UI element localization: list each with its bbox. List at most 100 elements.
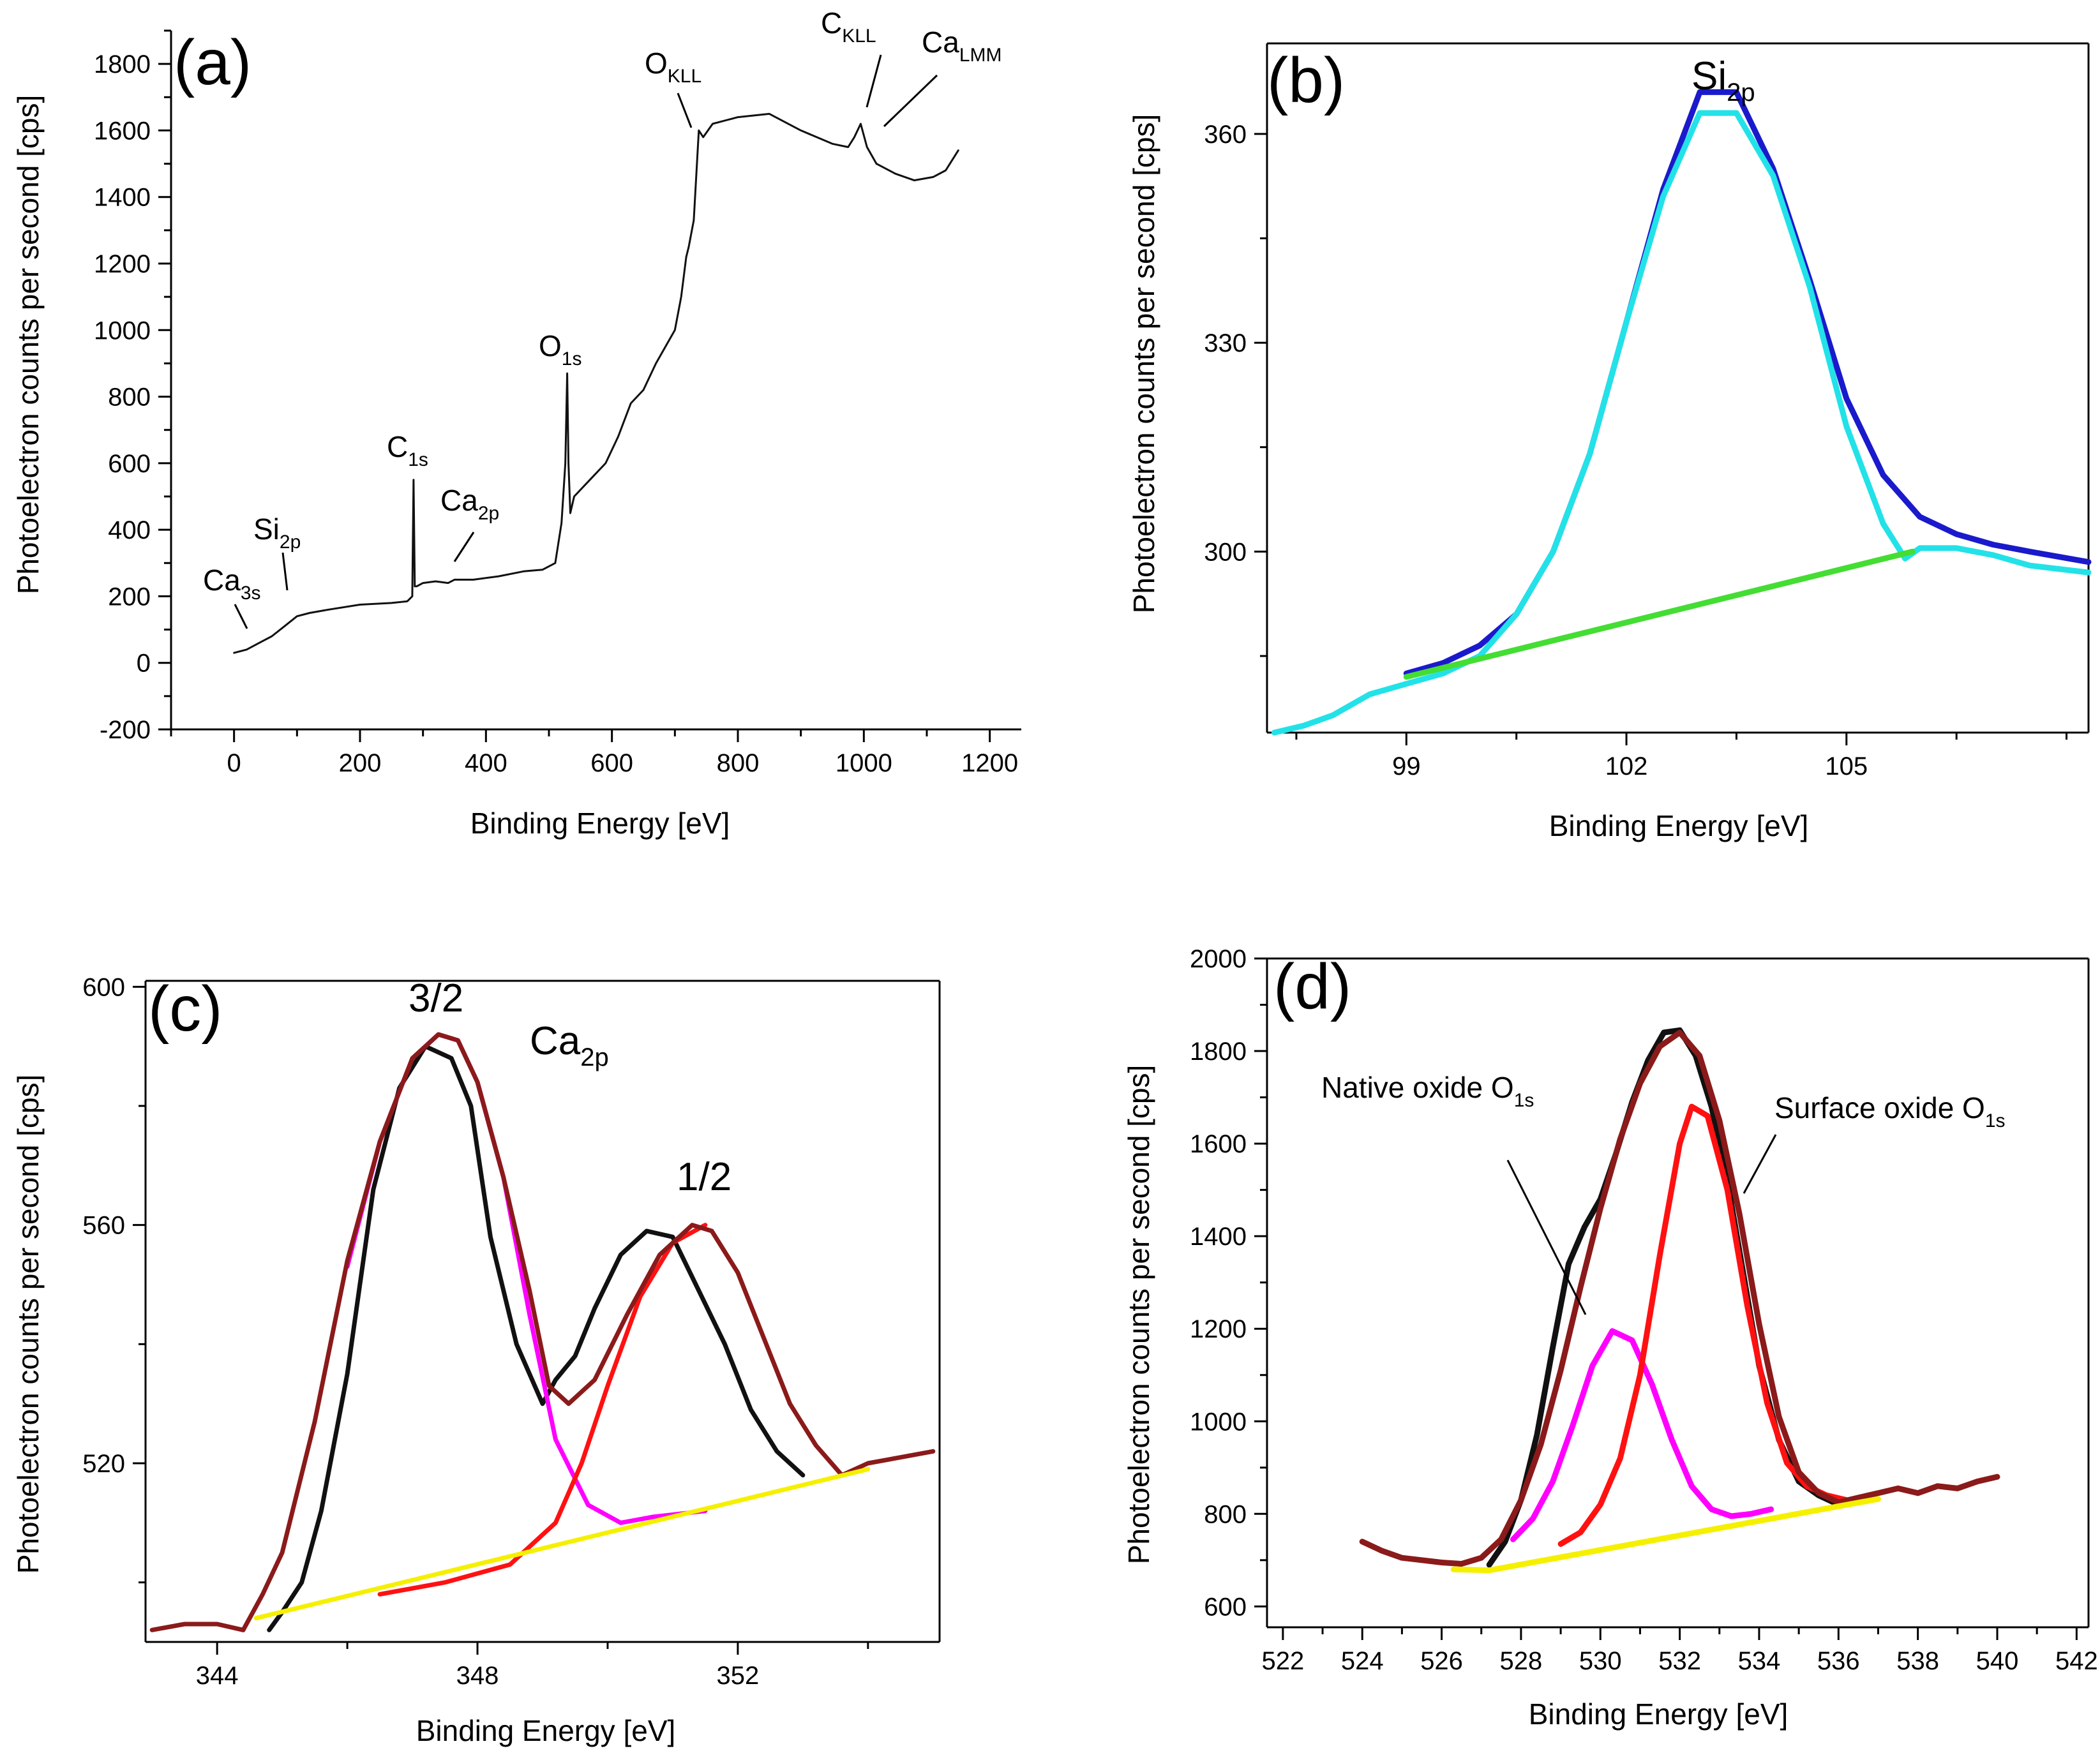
surface-oxide-annotation: Surface oxide O1s xyxy=(1774,1091,2006,1131)
panel-c-label: (c) xyxy=(148,973,223,1045)
panel-d-plot: 522 524 526 528 530 532 534 536 538 540 542 600 800 1… xyxy=(1190,945,2098,1675)
peak-1-2-annotation: 1/2 xyxy=(677,1155,731,1199)
panel-c-xlabel: Binding Energy [eV] xyxy=(416,1714,676,1747)
panel-b: (b) Binding Energy [eV] Photoelectron co… xyxy=(1127,42,2092,842)
panel-a-annotations: Ca3s Si2p C1s Ca2p O1s OKLL CKLL CaLMM xyxy=(203,6,1001,629)
panel-a-ylabel: Photoelectron counts per second [cps] xyxy=(11,95,45,594)
y-tick-label: -200 xyxy=(100,716,151,744)
x-tick-label: 200 xyxy=(339,749,382,777)
x-tick-label: 600 xyxy=(590,749,633,777)
surface-oxide-arrow xyxy=(1743,1134,1777,1194)
ca2p-arrow xyxy=(453,532,475,562)
x-tick-label: 534 xyxy=(1738,1647,1781,1675)
ca2p-peak-annotation: Ca2p xyxy=(530,1019,609,1071)
o1s-annotation: O1s xyxy=(539,329,581,369)
x-tick-label: 538 xyxy=(1896,1647,1939,1675)
series-envelope-fit xyxy=(1403,89,2092,676)
y-tick-label: 1400 xyxy=(94,184,151,212)
y-tick-label: 1400 xyxy=(1190,1223,1247,1251)
x-tick-label: 344 xyxy=(196,1662,239,1690)
x-tick-label: 1000 xyxy=(836,749,892,777)
x-tick-label: 524 xyxy=(1341,1647,1384,1675)
okll-annotation: OKLL xyxy=(645,47,701,87)
panel-d-label: (d) xyxy=(1273,951,1351,1022)
panel-c-plot: 344 348 352 520 560 600 xyxy=(82,973,941,1690)
x-tick-label: 800 xyxy=(717,749,760,777)
series-peak-1-2 xyxy=(377,1223,708,1597)
si2p-arrow xyxy=(281,552,289,591)
x-tick-label: 528 xyxy=(1500,1647,1543,1675)
native-oxide-annotation: Native oxide O1s xyxy=(1321,1071,1534,1111)
y-tick-label: 600 xyxy=(1204,1593,1247,1621)
panel-d-ylabel: Photoelectron counts per second [cps] xyxy=(1122,1065,1155,1564)
y-tick-label: 300 xyxy=(1204,538,1247,566)
x-tick-label: 532 xyxy=(1658,1647,1701,1675)
panel-a-label: (a) xyxy=(174,27,251,98)
y-tick-label: 1600 xyxy=(1190,1130,1247,1158)
panel-a: (a) Binding Energy [eV] Photoelectron co… xyxy=(11,6,1021,840)
y-tick-label: 1600 xyxy=(94,117,151,145)
panel-b-ylabel: Photoelectron counts per second [cps] xyxy=(1127,114,1160,613)
si2p-peak-annotation: Si2p xyxy=(1691,54,1755,107)
y-tick-label: 800 xyxy=(108,384,151,412)
panel-b-plot: 99 102 105 300 330 360 xyxy=(1204,42,2092,780)
y-tick-label: 600 xyxy=(82,973,125,1001)
panel-d: (d) Binding Energy [eV] Photoelectron co… xyxy=(1122,945,2098,1731)
x-tick-label: 530 xyxy=(1579,1647,1622,1675)
series-survey xyxy=(233,112,959,654)
x-tick-label: 352 xyxy=(717,1662,760,1690)
x-tick-label: 400 xyxy=(465,749,507,777)
calmm-annotation: CaLMM xyxy=(922,26,1001,66)
y-tick-label: 560 xyxy=(82,1212,125,1240)
x-tick-label: 1200 xyxy=(961,749,1018,777)
ca3s-arrow xyxy=(234,604,248,629)
x-tick-label: 526 xyxy=(1420,1647,1463,1675)
panel-a-xlabel: Binding Energy [eV] xyxy=(470,807,730,840)
y-tick-label: 520 xyxy=(82,1450,125,1478)
ca2p-annotation: Ca2p xyxy=(440,484,499,524)
panel-c-ylabel: Photoelectron counts per second [cps] xyxy=(11,1075,45,1574)
x-tick-label: 348 xyxy=(456,1662,499,1690)
panel-d-xlabel: Binding Energy [eV] xyxy=(1529,1697,1789,1731)
y-tick-label: 800 xyxy=(1204,1500,1247,1528)
y-tick-label: 1800 xyxy=(94,50,151,78)
y-tick-label: 0 xyxy=(137,650,151,678)
y-tick-label: 330 xyxy=(1204,329,1247,357)
series-surface-oxide-fit xyxy=(1557,1103,1850,1547)
x-tick-label: 99 xyxy=(1392,752,1421,780)
c1s-annotation: C1s xyxy=(387,430,428,470)
x-tick-label: 102 xyxy=(1605,752,1648,780)
native-oxide-arrow xyxy=(1506,1160,1587,1315)
y-tick-label: 1800 xyxy=(1190,1038,1247,1066)
series-envelope-fit xyxy=(1359,1029,2000,1567)
x-tick-label: 0 xyxy=(227,749,241,777)
series-background xyxy=(253,1466,871,1621)
okll-arrow xyxy=(677,93,693,128)
ckll-arrow xyxy=(866,54,882,108)
ckll-annotation: CKLL xyxy=(821,6,876,47)
series-background xyxy=(1450,1496,1881,1574)
series-measured xyxy=(1271,110,2092,736)
x-tick-label: 536 xyxy=(1817,1647,1860,1675)
x-tick-label: 540 xyxy=(1976,1647,2019,1675)
series-envelope-fit xyxy=(149,1032,936,1632)
y-tick-label: 1000 xyxy=(94,317,151,345)
ca3s-annotation: Ca3s xyxy=(203,563,261,604)
panel-c: (c) Binding Energy [eV] Photoelectron co… xyxy=(11,973,941,1747)
y-tick-label: 1200 xyxy=(1190,1315,1247,1343)
panel-b-label: (b) xyxy=(1267,45,1345,116)
series-background xyxy=(1403,548,1916,680)
y-tick-label: 1200 xyxy=(94,250,151,278)
y-tick-label: 200 xyxy=(108,583,151,611)
si2p-annotation: Si2p xyxy=(253,512,301,553)
calmm-arrow xyxy=(883,74,938,128)
y-tick-label: 600 xyxy=(108,450,151,478)
y-tick-label: 400 xyxy=(108,516,151,544)
series-measured xyxy=(267,1044,806,1632)
y-tick-label: 2000 xyxy=(1190,945,1247,973)
y-tick-label: 360 xyxy=(1204,121,1247,149)
x-tick-label: 105 xyxy=(1825,752,1868,780)
x-tick-label: 522 xyxy=(1261,1647,1304,1675)
y-tick-label: 1000 xyxy=(1190,1408,1247,1436)
